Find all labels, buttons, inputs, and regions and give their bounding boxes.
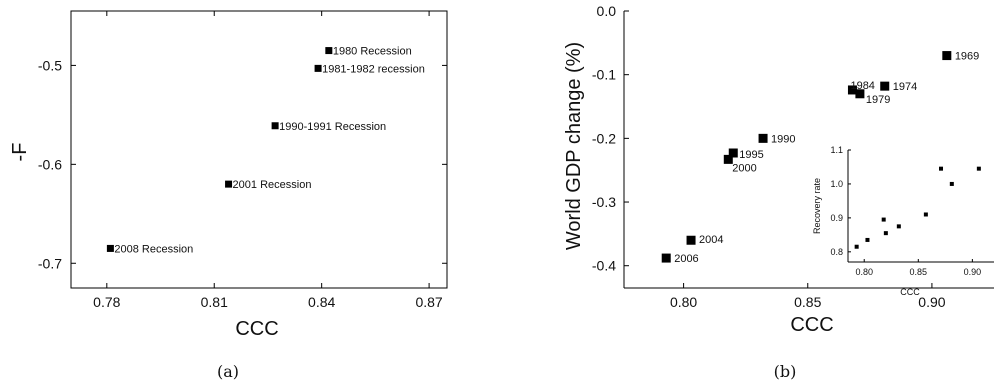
- panel-b-data-point: [880, 81, 890, 91]
- panel-a-point-label: 2001 Recession: [233, 179, 312, 191]
- panel-b-data-point: [847, 85, 857, 95]
- inset-data-point: [883, 231, 888, 236]
- panel-b-inset: 0.80 0.85 0.90 1.1 1.0 0.9 0.8 CCC Recovery r…: [812, 145, 994, 297]
- panel-a-data-point: [225, 180, 233, 188]
- panel-b-data-point: [728, 148, 738, 158]
- panel-b-x-tick-label: 0.80: [670, 294, 697, 310]
- panel-b-point-label: 1995: [739, 149, 763, 161]
- panel-b-scatter: 0.80 0.85 0.90 0.0 -0.1 -0.2 -0.3 -0.4 1969 198…: [563, 3, 994, 381]
- panel-b-point-label: 1974: [893, 81, 917, 93]
- panel-b-x-axis-title: CCC: [790, 314, 833, 336]
- panel-b-point-label: 1984: [850, 80, 874, 92]
- inset-data-point: [923, 212, 928, 217]
- panel-a-y-tick-label: -0.7: [38, 255, 62, 271]
- inset-data-point: [939, 166, 944, 171]
- inset-data-point: [881, 217, 886, 222]
- panel-b-x-tick-label: 0.85: [794, 294, 821, 310]
- panel-a-data-point: [271, 122, 279, 130]
- panel-a-x-tick-label: 0.84: [308, 294, 335, 310]
- panel-a-y-tick-label: -0.5: [38, 57, 62, 73]
- panel-b-caption: (b): [774, 362, 797, 381]
- inset-frame: [872, 150, 992, 253]
- inset-data-point: [854, 244, 859, 249]
- panel-a-frame: [70, 10, 448, 289]
- panel-a-y-tick-label: -0.6: [38, 156, 62, 172]
- panel-a-x-axis-title: CCC: [235, 318, 278, 340]
- inset-y-axis-title: Recovery rate: [812, 178, 822, 234]
- panel-b-point-label: 1990: [771, 133, 795, 145]
- panel-a-data-point: [314, 64, 322, 72]
- inset-y-tick-label: 1.1: [830, 145, 843, 155]
- panel-b-data-point: [661, 253, 671, 263]
- panel-a-scatter: 0.78 0.81 0.84 0.87 -0.5 -0.6 -0.7 1980 Reces…: [9, 10, 448, 381]
- panel-b-y-tick-label: -0.4: [592, 258, 616, 274]
- panel-a-data-point: [106, 244, 114, 252]
- panel-b-point-label: 1979: [866, 94, 890, 106]
- inset-x-axis-title: CCC: [900, 287, 920, 297]
- panel-b-y-tick-label: -0.1: [592, 67, 616, 83]
- panel-b-point-label: 2006: [674, 253, 698, 265]
- inset-x-tick-label: 0.80: [855, 267, 873, 277]
- panel-a-x-tick-label: 0.87: [415, 294, 442, 310]
- panel-a-y-axis-title: -F: [9, 143, 31, 162]
- panel-a-point-label: 1980 Recession: [333, 46, 412, 58]
- panel-a-data-point: [325, 47, 333, 55]
- panel-b-data-point: [855, 89, 865, 99]
- panel-b-point-label: 2004: [699, 234, 723, 246]
- inset-y-tick-label: 0.9: [830, 213, 843, 223]
- panel-b-data-point: [942, 51, 952, 61]
- panel-b-y-tick-label: -0.3: [592, 194, 616, 210]
- panel-b-point-label: 1969: [955, 51, 979, 63]
- panel-b-point-label: 2000: [732, 162, 756, 174]
- panel-b-y-tick-label: 0.0: [597, 3, 617, 19]
- panel-a-point-label: 2008 Recession: [114, 243, 193, 255]
- inset-y-tick-label: 0.8: [830, 247, 843, 257]
- panel-b-y-tick-label: -0.2: [592, 130, 616, 146]
- inset-y-tick-label: 1.0: [830, 179, 843, 189]
- inset-data-point: [865, 237, 870, 242]
- panel-a-point-label: 1990-1991 Recession: [279, 121, 386, 133]
- panel-b-y-axis-title: World GDP change (%): [563, 42, 585, 250]
- panel-b-data-point: [723, 154, 733, 164]
- panel-a-x-tick-label: 0.78: [93, 294, 120, 310]
- inset-data-point: [949, 181, 954, 186]
- inset-x-tick-label: 0.85: [910, 267, 928, 277]
- panel-b-data-point: [758, 133, 768, 143]
- panel-b-x-tick-label: 0.90: [918, 294, 945, 310]
- panel-a-x-tick-label: 0.81: [201, 294, 228, 310]
- panel-b-data-point: [686, 235, 696, 245]
- panel-a-caption: (a): [217, 362, 239, 381]
- panel-a-point-label: 1981-1982 recession: [322, 63, 425, 75]
- inset-x-tick-label: 0.90: [964, 267, 982, 277]
- inset-data-point: [896, 224, 901, 229]
- inset-data-point: [976, 166, 981, 171]
